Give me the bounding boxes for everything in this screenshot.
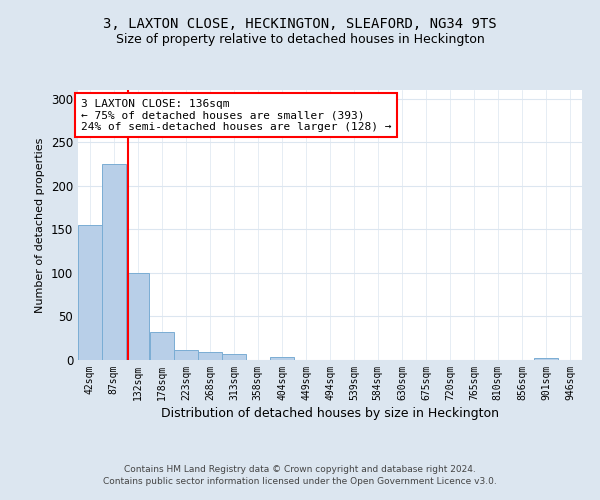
Text: Size of property relative to detached houses in Heckington: Size of property relative to detached ho… xyxy=(116,32,484,46)
Bar xyxy=(175,350,198,360)
Bar xyxy=(78,225,101,360)
Text: Distribution of detached houses by size in Heckington: Distribution of detached houses by size … xyxy=(161,408,499,420)
Bar xyxy=(102,164,125,360)
Text: 3, LAXTON CLOSE, HECKINGTON, SLEAFORD, NG34 9TS: 3, LAXTON CLOSE, HECKINGTON, SLEAFORD, N… xyxy=(103,18,497,32)
Y-axis label: Number of detached properties: Number of detached properties xyxy=(35,138,46,312)
Bar xyxy=(198,352,221,360)
Bar xyxy=(535,358,558,360)
Bar xyxy=(271,358,294,360)
Text: 3 LAXTON CLOSE: 136sqm
← 75% of detached houses are smaller (393)
24% of semi-de: 3 LAXTON CLOSE: 136sqm ← 75% of detached… xyxy=(80,98,391,132)
Bar xyxy=(151,332,174,360)
Text: Contains HM Land Registry data © Crown copyright and database right 2024.: Contains HM Land Registry data © Crown c… xyxy=(124,465,476,474)
Bar xyxy=(126,273,149,360)
Text: Contains public sector information licensed under the Open Government Licence v3: Contains public sector information licen… xyxy=(103,478,497,486)
Bar xyxy=(222,354,245,360)
